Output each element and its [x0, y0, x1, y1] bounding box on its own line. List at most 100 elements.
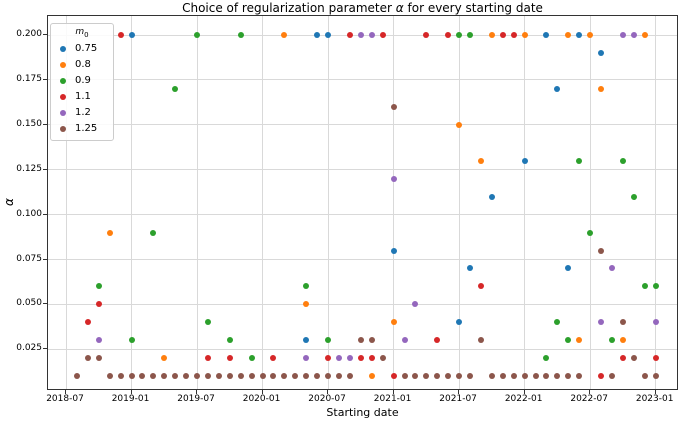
- data-point: [150, 373, 157, 380]
- y-tick-mark: [43, 348, 47, 350]
- gridline-vertical: [458, 16, 460, 389]
- gridline-vertical: [196, 16, 198, 389]
- legend-title: m0: [75, 27, 89, 39]
- legend-item: 0.8: [51, 57, 113, 73]
- gridline-horizontal: [48, 259, 677, 260]
- chart-title: Choice of regularization parameter α for…: [182, 1, 543, 15]
- gridline-horizontal: [48, 214, 677, 216]
- data-point: [565, 373, 572, 380]
- legend-swatch: [60, 125, 66, 132]
- data-point: [128, 32, 135, 38]
- data-point: [499, 32, 506, 38]
- y-tick-label: 0.050: [16, 298, 42, 309]
- data-point: [281, 32, 288, 38]
- data-point: [412, 301, 419, 308]
- legend-item: 1.2: [51, 105, 113, 121]
- data-point: [390, 175, 397, 182]
- data-point: [609, 337, 615, 344]
- data-point: [336, 373, 342, 380]
- data-point: [456, 32, 463, 38]
- x-tick-mark: [327, 390, 329, 394]
- data-point: [303, 355, 310, 362]
- data-point: [609, 373, 615, 380]
- data-point: [641, 283, 648, 290]
- y-tick-mark: [43, 168, 47, 170]
- data-point: [445, 373, 452, 380]
- data-point: [161, 373, 168, 380]
- legend-swatch: [60, 61, 66, 68]
- x-tick-label: 2022-01: [504, 394, 543, 404]
- x-tick-mark: [654, 390, 656, 394]
- gridline-horizontal: [48, 303, 677, 305]
- data-point: [521, 157, 528, 164]
- data-point: [532, 373, 539, 380]
- data-point: [325, 373, 332, 380]
- data-point: [303, 373, 310, 380]
- data-point: [368, 32, 375, 38]
- data-point: [467, 373, 474, 380]
- data-point: [303, 283, 310, 290]
- x-axis-label: Starting date: [326, 406, 399, 419]
- legend-label: 0.75: [75, 42, 98, 54]
- data-point: [543, 355, 550, 362]
- y-tick-label: 0.200: [16, 29, 42, 39]
- data-point: [488, 373, 495, 380]
- legend-item: 0.75: [51, 41, 113, 57]
- alpha-symbol: α: [395, 1, 404, 15]
- x-tick-label: 2021-07: [439, 394, 477, 404]
- gridline-horizontal: [48, 124, 677, 126]
- data-point: [499, 373, 506, 380]
- legend-item: 0.9: [51, 73, 113, 89]
- data-point: [357, 32, 364, 38]
- data-point: [477, 157, 484, 164]
- data-point: [488, 193, 495, 200]
- data-point: [95, 283, 102, 290]
- gridline-vertical: [327, 16, 329, 389]
- legend-label: 0.9: [75, 74, 91, 86]
- data-point: [95, 337, 102, 344]
- data-point: [598, 49, 605, 56]
- data-point: [390, 373, 397, 380]
- data-point: [565, 265, 572, 272]
- data-point: [73, 373, 80, 380]
- data-point: [598, 85, 605, 92]
- y-tick-mark: [43, 258, 47, 260]
- data-point: [95, 301, 102, 308]
- data-point: [587, 229, 594, 236]
- x-tick-mark: [261, 390, 263, 394]
- data-point: [106, 373, 113, 380]
- data-point: [543, 373, 550, 380]
- x-tick-mark: [196, 390, 198, 394]
- data-point: [150, 229, 157, 236]
- y-tick-label: 0.175: [16, 73, 42, 84]
- data-point: [270, 373, 277, 380]
- plot-area: [47, 15, 678, 390]
- data-point: [521, 373, 528, 380]
- data-point: [554, 85, 561, 92]
- data-point: [226, 373, 233, 380]
- data-point: [325, 337, 332, 344]
- data-point: [117, 32, 124, 38]
- legend-swatch: [60, 93, 66, 100]
- data-point: [346, 355, 353, 362]
- data-point: [204, 373, 211, 380]
- data-point: [237, 32, 244, 38]
- data-point: [543, 32, 550, 38]
- data-point: [598, 373, 605, 380]
- data-point: [456, 319, 463, 326]
- x-tick-mark: [589, 390, 591, 394]
- data-point: [226, 355, 233, 362]
- gridline-vertical: [589, 16, 591, 389]
- data-point: [619, 319, 626, 326]
- data-point: [576, 32, 583, 38]
- data-point: [401, 337, 408, 344]
- data-point: [565, 32, 572, 38]
- data-point: [368, 355, 375, 362]
- legend-label: 1.2: [75, 106, 91, 118]
- data-point: [477, 283, 484, 290]
- data-point: [215, 373, 222, 380]
- y-tick-label: 0.150: [16, 118, 42, 129]
- y-tick-mark: [43, 303, 47, 305]
- data-point: [357, 355, 364, 362]
